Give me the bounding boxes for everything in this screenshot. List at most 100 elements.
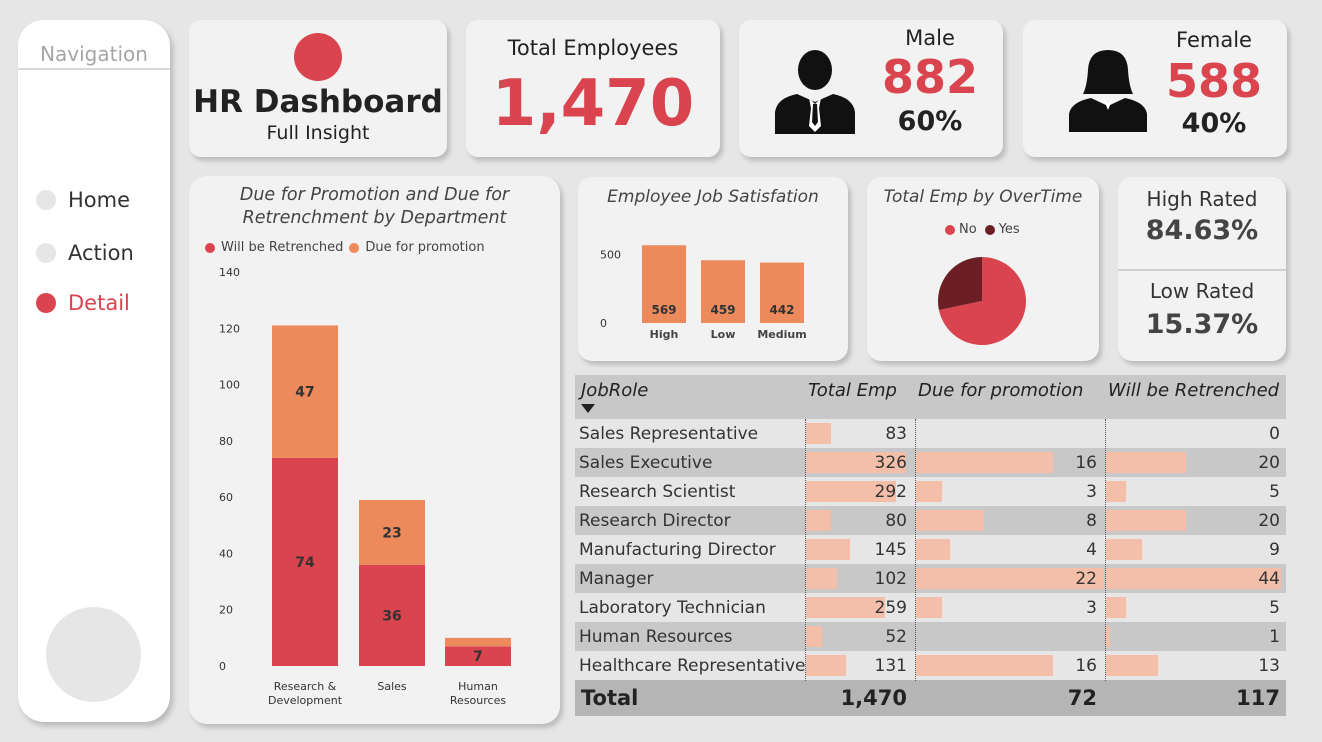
cell-promo: 4 <box>1086 539 1097 560</box>
cell-promo <box>916 419 1097 448</box>
data-bar <box>1106 655 1158 676</box>
bar-segment[interactable] <box>359 564 425 666</box>
low-rated-label: Low Rated <box>1149 279 1255 303</box>
female-value: 588 <box>1165 54 1263 108</box>
bar-segment[interactable] <box>445 637 511 647</box>
cell-jobrole: Manager <box>579 568 654 589</box>
cell-retr: 5 <box>1269 481 1280 502</box>
x-tick-label: Research & <box>274 680 337 693</box>
department-chart-legend: Will be Retrenched Due for promotion <box>205 240 485 255</box>
bar[interactable] <box>701 260 745 323</box>
data-label: 47 <box>295 385 314 401</box>
cell-retr: 20 <box>1258 452 1280 473</box>
header-total-emp[interactable]: Total Emp <box>808 380 897 401</box>
table-row[interactable]: Healthcare Representative 131 16 13 <box>575 651 1286 680</box>
ratings-divider <box>1118 269 1286 271</box>
header-retrenched[interactable]: Will be Retrenched <box>1108 380 1280 401</box>
bar-segment[interactable] <box>359 499 425 565</box>
cell-total: 145 <box>874 539 907 560</box>
table-row[interactable]: Laboratory Technician 259 3 5 <box>575 593 1286 622</box>
table-total-row: Total 1,470 72 117 <box>575 680 1286 716</box>
bar-segment[interactable] <box>272 325 338 458</box>
bar-segment[interactable] <box>272 457 338 666</box>
cell-jobrole: Sales Representative <box>579 423 759 444</box>
total-employees-value: 1,470 <box>491 67 695 141</box>
cell-retr: 0 <box>1269 423 1280 444</box>
nav-item-action[interactable]: Action <box>36 241 134 265</box>
data-bar <box>806 597 886 618</box>
table-row[interactable]: Manager 102 22 44 <box>575 564 1286 593</box>
sort-down-icon[interactable] <box>581 404 595 413</box>
table-row[interactable]: Sales Representative 83 0 <box>575 419 1286 448</box>
job-satisfaction-card: Employee Job Satisfation 0 500 569 High 459 L… <box>578 177 848 361</box>
cell-total: 292 <box>874 481 907 502</box>
ratings-card: High Rated 84.63% Low Rated 15.37% <box>1118 177 1286 361</box>
nav-item-detail[interactable]: Detail <box>36 291 130 315</box>
data-bar <box>916 481 942 502</box>
department-chart-card: Due for Promotion and Due for Retrenchme… <box>189 176 560 724</box>
y-tick-label: 0 <box>600 317 607 330</box>
data-label: 36 <box>382 608 401 624</box>
cell-total: 259 <box>874 597 907 618</box>
pie-slice[interactable] <box>938 257 1026 345</box>
nav-item-label: Action <box>68 241 134 265</box>
cell-total: 131 <box>874 655 907 676</box>
data-bar <box>916 655 1053 676</box>
nav-item-label: Detail <box>68 291 130 315</box>
pie-slice[interactable] <box>938 257 982 311</box>
x-tick-label: Human <box>458 680 498 693</box>
x-tick-label: High <box>650 328 679 341</box>
header-jobrole[interactable]: JobRole <box>581 380 649 401</box>
legend-dot-icon <box>349 242 360 253</box>
bar[interactable] <box>642 245 686 323</box>
nav-item-home[interactable]: Home <box>36 188 130 212</box>
data-bar <box>916 539 951 560</box>
dashboard-title: HR Dashboard <box>193 84 443 120</box>
data-bar <box>806 481 896 502</box>
male-label: Male <box>905 26 955 50</box>
header-due-promotion[interactable]: Due for promotion <box>918 380 1084 401</box>
y-tick-label: 500 <box>600 249 621 262</box>
table-row[interactable]: Manufacturing Director 145 4 9 <box>575 535 1286 564</box>
job-role-table: JobRole Total Emp Due for promotion Will… <box>575 375 1286 716</box>
cell-total: 80 <box>885 510 907 531</box>
nav-dot-icon <box>36 243 56 263</box>
y-tick-label: 40 <box>219 547 233 560</box>
table-row[interactable]: Research Scientist 292 3 5 <box>575 477 1286 506</box>
bar[interactable] <box>760 262 804 323</box>
low-rated-value: 15.37% <box>1145 309 1259 340</box>
data-bar <box>916 568 1104 589</box>
data-label: 7 <box>473 649 483 665</box>
y-tick-label: 20 <box>219 604 233 617</box>
total-employees-card: Total Employees 1,470 <box>466 20 720 157</box>
navigation-title: Navigation <box>40 42 148 66</box>
table-row[interactable]: Research Director 80 8 20 <box>575 506 1286 535</box>
cell-retr: 44 <box>1258 568 1280 589</box>
department-chart-title: Due for Promotion and Due for Retrenchme… <box>239 185 510 228</box>
nav-dot-icon <box>36 293 56 313</box>
cell-retr: 5 <box>1269 597 1280 618</box>
legend-label: No <box>959 222 977 237</box>
cell-retr: 9 <box>1269 539 1280 560</box>
high-rated-value: 84.63% <box>1145 215 1259 246</box>
data-bar <box>916 452 1053 473</box>
y-tick-label: 60 <box>219 491 233 504</box>
y-tick-label: 80 <box>219 435 233 448</box>
cell-retr: 13 <box>1258 655 1280 676</box>
nav-toggle-button[interactable] <box>46 607 141 702</box>
total-label: Total <box>581 686 639 710</box>
data-bar <box>1106 626 1110 647</box>
table-row[interactable]: Human Resources 52 1 <box>575 622 1286 651</box>
data-bar <box>1106 510 1186 531</box>
y-tick-label: 120 <box>219 322 240 335</box>
data-label: 459 <box>710 303 735 317</box>
bar-segment[interactable] <box>445 646 511 666</box>
data-bar <box>1106 452 1186 473</box>
cell-total: 102 <box>874 568 907 589</box>
nav-item-label: Home <box>68 188 131 212</box>
table-row[interactable]: Sales Executive 326 16 20 <box>575 448 1286 477</box>
cell-jobrole: Research Scientist <box>579 481 736 502</box>
x-tick-label: Low <box>711 328 736 341</box>
total-retr-sum: 117 <box>1236 686 1280 710</box>
legend-label: Yes <box>998 222 1020 237</box>
